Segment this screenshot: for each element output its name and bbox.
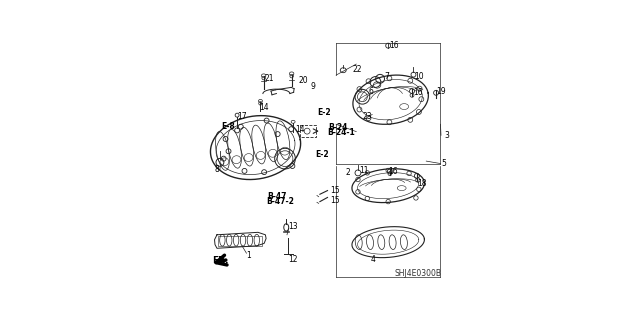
Bar bbox=[301, 125, 316, 137]
Text: 12: 12 bbox=[289, 255, 298, 264]
Text: 13: 13 bbox=[289, 222, 298, 231]
Text: 14: 14 bbox=[295, 125, 305, 134]
Bar bbox=[218, 236, 262, 246]
Text: E-8: E-8 bbox=[221, 122, 235, 131]
Text: 5: 5 bbox=[441, 159, 446, 168]
Text: 1: 1 bbox=[246, 251, 250, 260]
Text: 2: 2 bbox=[346, 168, 351, 177]
Text: 11: 11 bbox=[360, 167, 369, 175]
Text: E-2: E-2 bbox=[317, 108, 331, 117]
Text: 16: 16 bbox=[389, 41, 399, 50]
Text: 7: 7 bbox=[385, 72, 389, 81]
Text: FR.: FR. bbox=[212, 256, 228, 265]
Text: 21: 21 bbox=[264, 74, 274, 83]
Text: 23: 23 bbox=[363, 112, 372, 122]
Text: SHJ4E0300B: SHJ4E0300B bbox=[394, 269, 442, 278]
Text: 17: 17 bbox=[237, 112, 247, 122]
Text: 3: 3 bbox=[444, 131, 449, 140]
Text: 22: 22 bbox=[352, 65, 362, 74]
Text: 16: 16 bbox=[413, 88, 422, 97]
Text: B-47-2: B-47-2 bbox=[266, 197, 294, 206]
Text: 8: 8 bbox=[214, 165, 219, 174]
Text: E-2: E-2 bbox=[316, 150, 329, 159]
Text: 6: 6 bbox=[368, 87, 373, 96]
Text: B-24-1: B-24-1 bbox=[327, 128, 355, 137]
Text: 16: 16 bbox=[388, 167, 398, 176]
Text: 20: 20 bbox=[298, 76, 308, 85]
Text: 18: 18 bbox=[417, 180, 426, 189]
Text: 19: 19 bbox=[436, 87, 445, 96]
Text: 4: 4 bbox=[371, 255, 376, 264]
Text: 14: 14 bbox=[259, 102, 269, 112]
Text: B-24: B-24 bbox=[328, 123, 348, 132]
Text: 9: 9 bbox=[311, 82, 316, 91]
Text: 10: 10 bbox=[414, 71, 424, 81]
Text: 15: 15 bbox=[330, 186, 340, 195]
Text: 15: 15 bbox=[330, 196, 340, 205]
Text: B-47: B-47 bbox=[267, 192, 287, 201]
